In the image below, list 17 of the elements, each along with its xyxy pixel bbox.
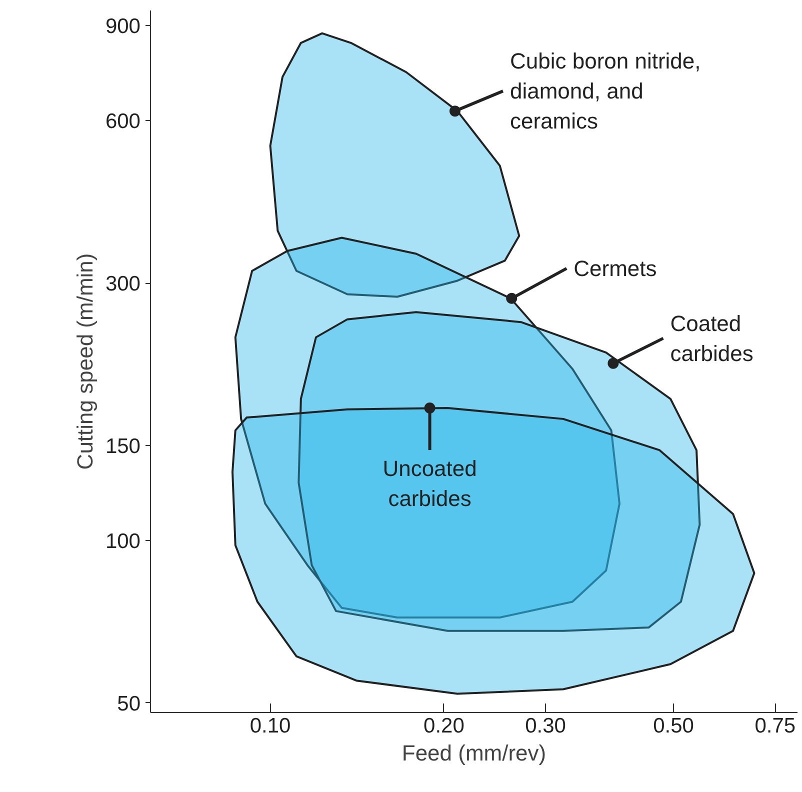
y-tick-label: 900 [105,15,141,38]
y-tick-label: 50 [117,692,140,716]
annotation: Coated carbides [670,310,754,366]
y-tick-label: 600 [105,110,141,134]
x-axis-title: Feed (mm/rev) [402,740,546,766]
x-tick-label: 0.20 [424,714,464,738]
annotation: Cubic boron nitride, diamond, and ceramics [510,48,701,134]
y-axis-title: Cutting speed (m/min) [72,253,98,470]
x-tick-label: 0.50 [653,714,694,738]
annotation: Uncoated carbides [382,456,477,512]
y-tick-label: 300 [105,272,141,296]
y-tick-label: 100 [105,530,141,554]
x-tick-label: 0.75 [754,714,796,738]
x-tick-label: 0.10 [250,714,291,738]
y-tick-label: 150 [105,434,141,458]
annotation: Cermets [574,256,657,281]
x-tick-label: 0.30 [525,714,566,738]
